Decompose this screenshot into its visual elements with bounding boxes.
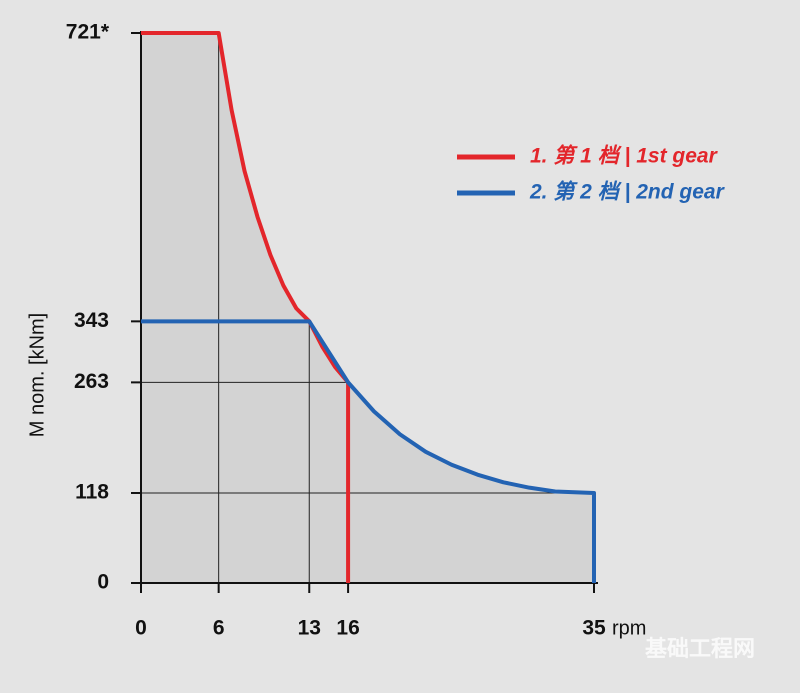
x-tick-label: 16	[336, 617, 359, 640]
y-tick-label: 0	[97, 571, 109, 594]
series-line	[141, 319, 596, 583]
watermark: 基础工程网	[645, 636, 755, 661]
legend-label: 1. 第 1 档 | 1st gear	[530, 144, 719, 168]
y-tick-label: 721*	[66, 21, 110, 44]
y-tick-label: 263	[74, 370, 109, 393]
y-tick-label: 118	[75, 481, 109, 504]
x-tick-label: 35	[582, 617, 606, 640]
x-tick-label: 13	[298, 617, 321, 640]
x-tick-label: 6	[213, 617, 225, 640]
x-axis-label: rpm	[612, 617, 646, 639]
area	[141, 321, 594, 583]
x-tick-label: 0	[135, 617, 147, 640]
y-axis-label: M nom. [kNm]	[26, 313, 48, 437]
series-line	[141, 31, 351, 583]
y-tick-label: 343	[74, 309, 109, 332]
legend-label: 2. 第 2 档 | 2nd gear	[529, 180, 726, 204]
